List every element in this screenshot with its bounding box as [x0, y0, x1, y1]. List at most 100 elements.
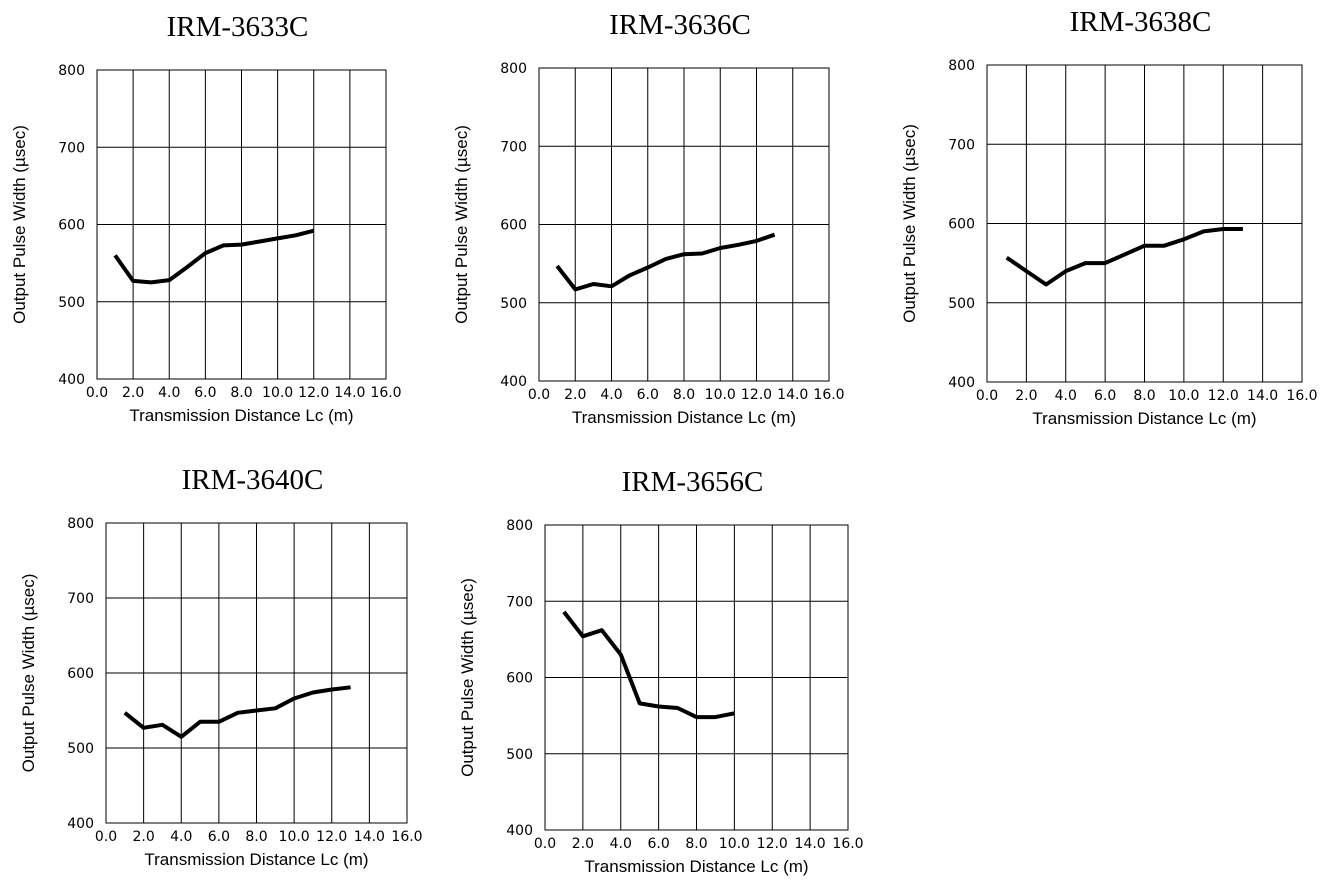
chart-title: IRM-3633C: [167, 11, 309, 43]
plot-frame: [538, 67, 830, 382]
x-tick-label: 14.0: [1247, 388, 1278, 404]
x-tick-label: 0.0: [534, 836, 556, 852]
y-tick-label: 800: [67, 516, 94, 532]
chart-title: IRM-3656C: [622, 466, 764, 498]
x-tick-label: 12.0: [298, 385, 329, 401]
x-tick-label: 8.0: [230, 385, 252, 401]
y-tick-label: 400: [67, 816, 94, 832]
chart-panel: IRM-3633C 0.0 2.0 4.0 6.0 8.0 10.0 12.0 14.0 16.0…: [10, 11, 402, 425]
y-tick-label: 500: [506, 747, 533, 763]
y-tick-label: 800: [58, 63, 85, 79]
chart-panel: IRM-3640C 0.0 2.0 4.0 6.0 8.0 10.0 12.0 14.0 16.0…: [19, 464, 423, 869]
x-tick-label: 6.0: [647, 836, 669, 852]
x-tick-label: 0.0: [528, 387, 550, 403]
x-tick-label: 10.0: [1168, 388, 1199, 404]
x-tick-label: 8.0: [685, 836, 707, 852]
y-tick-label: 600: [58, 218, 85, 234]
x-tick-label: 14.0: [354, 829, 385, 845]
x-tick-label: 16.0: [813, 387, 844, 403]
x-tick-label: 16.0: [832, 836, 863, 852]
x-tick-label: 4.0: [610, 836, 632, 852]
x-tick-label: 4.0: [170, 829, 192, 845]
chart-panel: IRM-3636C 0.0 2.0 4.0 6.0 8.0 10.0 12.0 14.0 16.0…: [452, 9, 845, 427]
x-tick-label: 0.0: [86, 385, 108, 401]
y-tick-label: 700: [67, 591, 94, 607]
plot-frame: [986, 64, 1303, 383]
y-tick-label: 400: [948, 375, 975, 391]
x-tick-label: 8.0: [1133, 388, 1155, 404]
series-line: [123, 685, 351, 739]
y-tick-label: 700: [500, 139, 527, 155]
x-tick-label: 10.0: [719, 836, 750, 852]
y-tick-label: 400: [506, 823, 533, 839]
y-tick-label: 400: [58, 372, 85, 388]
chart-panel: IRM-3656C 0.0 2.0 4.0 6.0 8.0 10.0 12.0 14.0 16.0…: [458, 466, 864, 876]
x-tick-label: 10.0: [279, 829, 310, 845]
x-tick-label: 8.0: [673, 387, 695, 403]
x-tick-label: 10.0: [262, 385, 293, 401]
x-tick-label: 6.0: [208, 829, 230, 845]
y-tick-label: 800: [948, 58, 975, 74]
y-tick-label: 400: [500, 374, 527, 390]
x-axis-label: Transmission Distance Lc (m): [584, 857, 808, 876]
x-tick-label: 8.0: [245, 829, 267, 845]
x-axis-label: Transmission Distance Lc (m): [572, 408, 796, 427]
y-axis-label: Output Pulse Width (µsec): [452, 125, 471, 324]
x-tick-label: 4.0: [600, 387, 622, 403]
x-tick-label: 0.0: [976, 388, 998, 404]
chart-title: IRM-3638C: [1070, 6, 1212, 38]
y-tick-label: 700: [58, 140, 85, 156]
x-tick-label: 12.0: [757, 836, 788, 852]
x-tick-label: 14.0: [795, 836, 826, 852]
plot-frame: [105, 522, 408, 824]
x-tick-label: 12.0: [1208, 388, 1239, 404]
x-tick-label: 16.0: [370, 385, 401, 401]
y-tick-label: 600: [506, 671, 533, 687]
x-axis-label: Transmission Distance Lc (m): [1032, 409, 1256, 428]
x-tick-label: 2.0: [572, 836, 594, 852]
x-tick-label: 12.0: [741, 387, 772, 403]
x-tick-label: 2.0: [564, 387, 586, 403]
x-tick-label: 2.0: [122, 385, 144, 401]
y-axis-label: Output Pulse Width (µsec): [458, 578, 477, 777]
x-tick-label: 2.0: [1015, 388, 1037, 404]
y-axis-label: Output Pulse Width (µsec): [19, 574, 38, 773]
x-tick-label: 14.0: [777, 387, 808, 403]
y-tick-label: 500: [58, 295, 85, 311]
plot-frame: [544, 524, 849, 831]
y-tick-label: 800: [506, 518, 533, 534]
y-tick-label: 800: [500, 61, 527, 77]
chart-panel: IRM-3638C 0.0 2.0 4.0 6.0 8.0 10.0 12.0 14.0 16.0…: [900, 6, 1318, 428]
x-tick-label: 12.0: [316, 829, 347, 845]
y-tick-label: 600: [948, 217, 975, 233]
y-tick-label: 500: [948, 296, 975, 312]
x-tick-label: 6.0: [1094, 388, 1116, 404]
y-tick-label: 700: [506, 594, 533, 610]
series-line: [113, 228, 315, 285]
y-axis-label: Output Pulse Width (µsec): [900, 124, 919, 323]
chart-title: IRM-3636C: [609, 9, 751, 41]
series-line: [562, 610, 735, 720]
x-tick-label: 16.0: [1286, 388, 1317, 404]
plot-frame: [96, 69, 387, 380]
y-tick-label: 600: [67, 666, 94, 682]
y-tick-label: 500: [500, 296, 527, 312]
x-tick-label: 4.0: [1055, 388, 1077, 404]
x-axis-label: Transmission Distance Lc (m): [144, 850, 368, 869]
x-tick-label: 6.0: [637, 387, 659, 403]
x-axis-label: Transmission Distance Lc (m): [129, 406, 353, 425]
chart-title: IRM-3640C: [182, 464, 324, 496]
x-tick-label: 4.0: [158, 385, 180, 401]
x-tick-label: 14.0: [334, 385, 365, 401]
series-line: [1005, 227, 1243, 287]
y-tick-label: 500: [67, 741, 94, 757]
x-tick-label: 6.0: [194, 385, 216, 401]
x-tick-label: 16.0: [391, 829, 422, 845]
x-tick-label: 2.0: [132, 829, 154, 845]
y-axis-label: Output Pulse Width (µsec): [10, 125, 29, 324]
y-tick-label: 700: [948, 137, 975, 153]
series-line: [555, 232, 776, 292]
x-tick-label: 10.0: [705, 387, 736, 403]
